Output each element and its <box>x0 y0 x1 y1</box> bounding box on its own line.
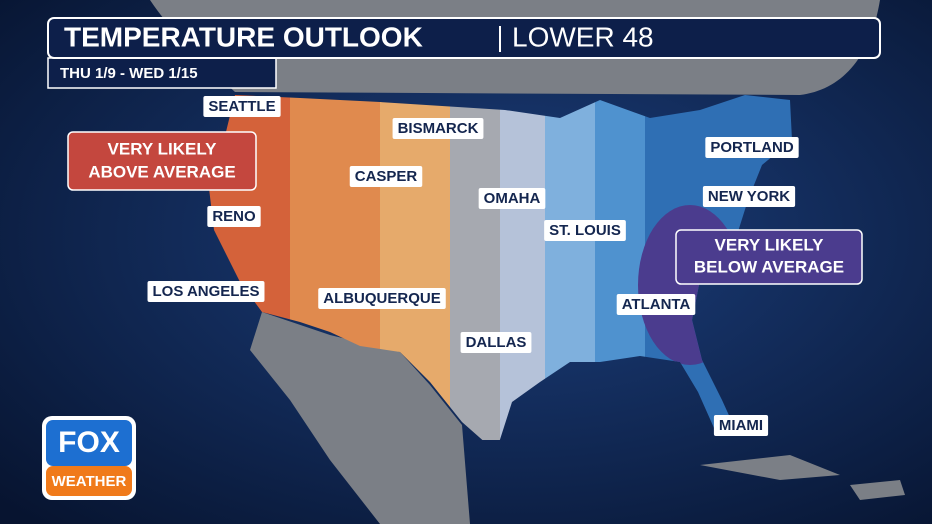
city-label-box <box>460 332 532 353</box>
mexico-land <box>250 312 470 524</box>
city-label: DALLAS <box>466 334 527 351</box>
callout-line: BELOW AVERAGE <box>694 257 844 276</box>
city-label-box <box>203 96 281 117</box>
logo-top <box>46 420 132 466</box>
city-label-box <box>705 137 799 158</box>
city-label-box <box>478 188 546 209</box>
city-label: BISMARCK <box>398 120 479 137</box>
subtitle: LOWER 48 <box>512 21 654 52</box>
city-label: PORTLAND <box>710 139 793 156</box>
city-label: CASPER <box>355 168 418 185</box>
city-label: MIAMI <box>719 417 763 434</box>
date-tab <box>47 57 277 89</box>
city-labels: SEATTLE BISMARCK PORTLAND CASPER OMAHA NEW YO… <box>147 96 799 436</box>
city-label-box <box>616 294 696 315</box>
city-label: SEATTLE <box>208 98 275 115</box>
city-label-box <box>392 118 484 139</box>
city-label-box <box>713 415 769 436</box>
logo-bottom <box>46 466 132 496</box>
callout-line: VERY LIKELY <box>108 139 218 158</box>
above-callout <box>67 131 257 191</box>
city-label-box <box>207 206 261 227</box>
title-bar <box>47 17 881 59</box>
city-label-box <box>544 220 626 241</box>
below-callout <box>675 229 863 285</box>
title: TEMPERATURE OUTLOOK <box>64 21 423 52</box>
city-label-box <box>318 288 446 309</box>
callout-line: VERY LIKELY <box>715 235 825 254</box>
city-label: LOS ANGELES <box>153 283 260 300</box>
logo-brand: FOX <box>58 426 120 459</box>
city-label: ALBUQUERQUE <box>323 290 441 307</box>
city-label: OMAHA <box>484 190 541 207</box>
city-label: ST. LOUIS <box>549 222 621 239</box>
date-range: THU 1/9 - WED 1/15 <box>60 65 198 82</box>
city-label-box <box>702 186 796 207</box>
logo-sub: WEATHER <box>52 473 127 490</box>
caribbean-land <box>700 455 905 500</box>
city-label: RENO <box>212 208 256 225</box>
city-label: NEW YORK <box>708 188 790 205</box>
city-label-box <box>147 281 265 302</box>
city-label-box <box>349 166 423 187</box>
city-label: ATLANTA <box>622 296 691 313</box>
callout-line: ABOVE AVERAGE <box>88 162 235 181</box>
